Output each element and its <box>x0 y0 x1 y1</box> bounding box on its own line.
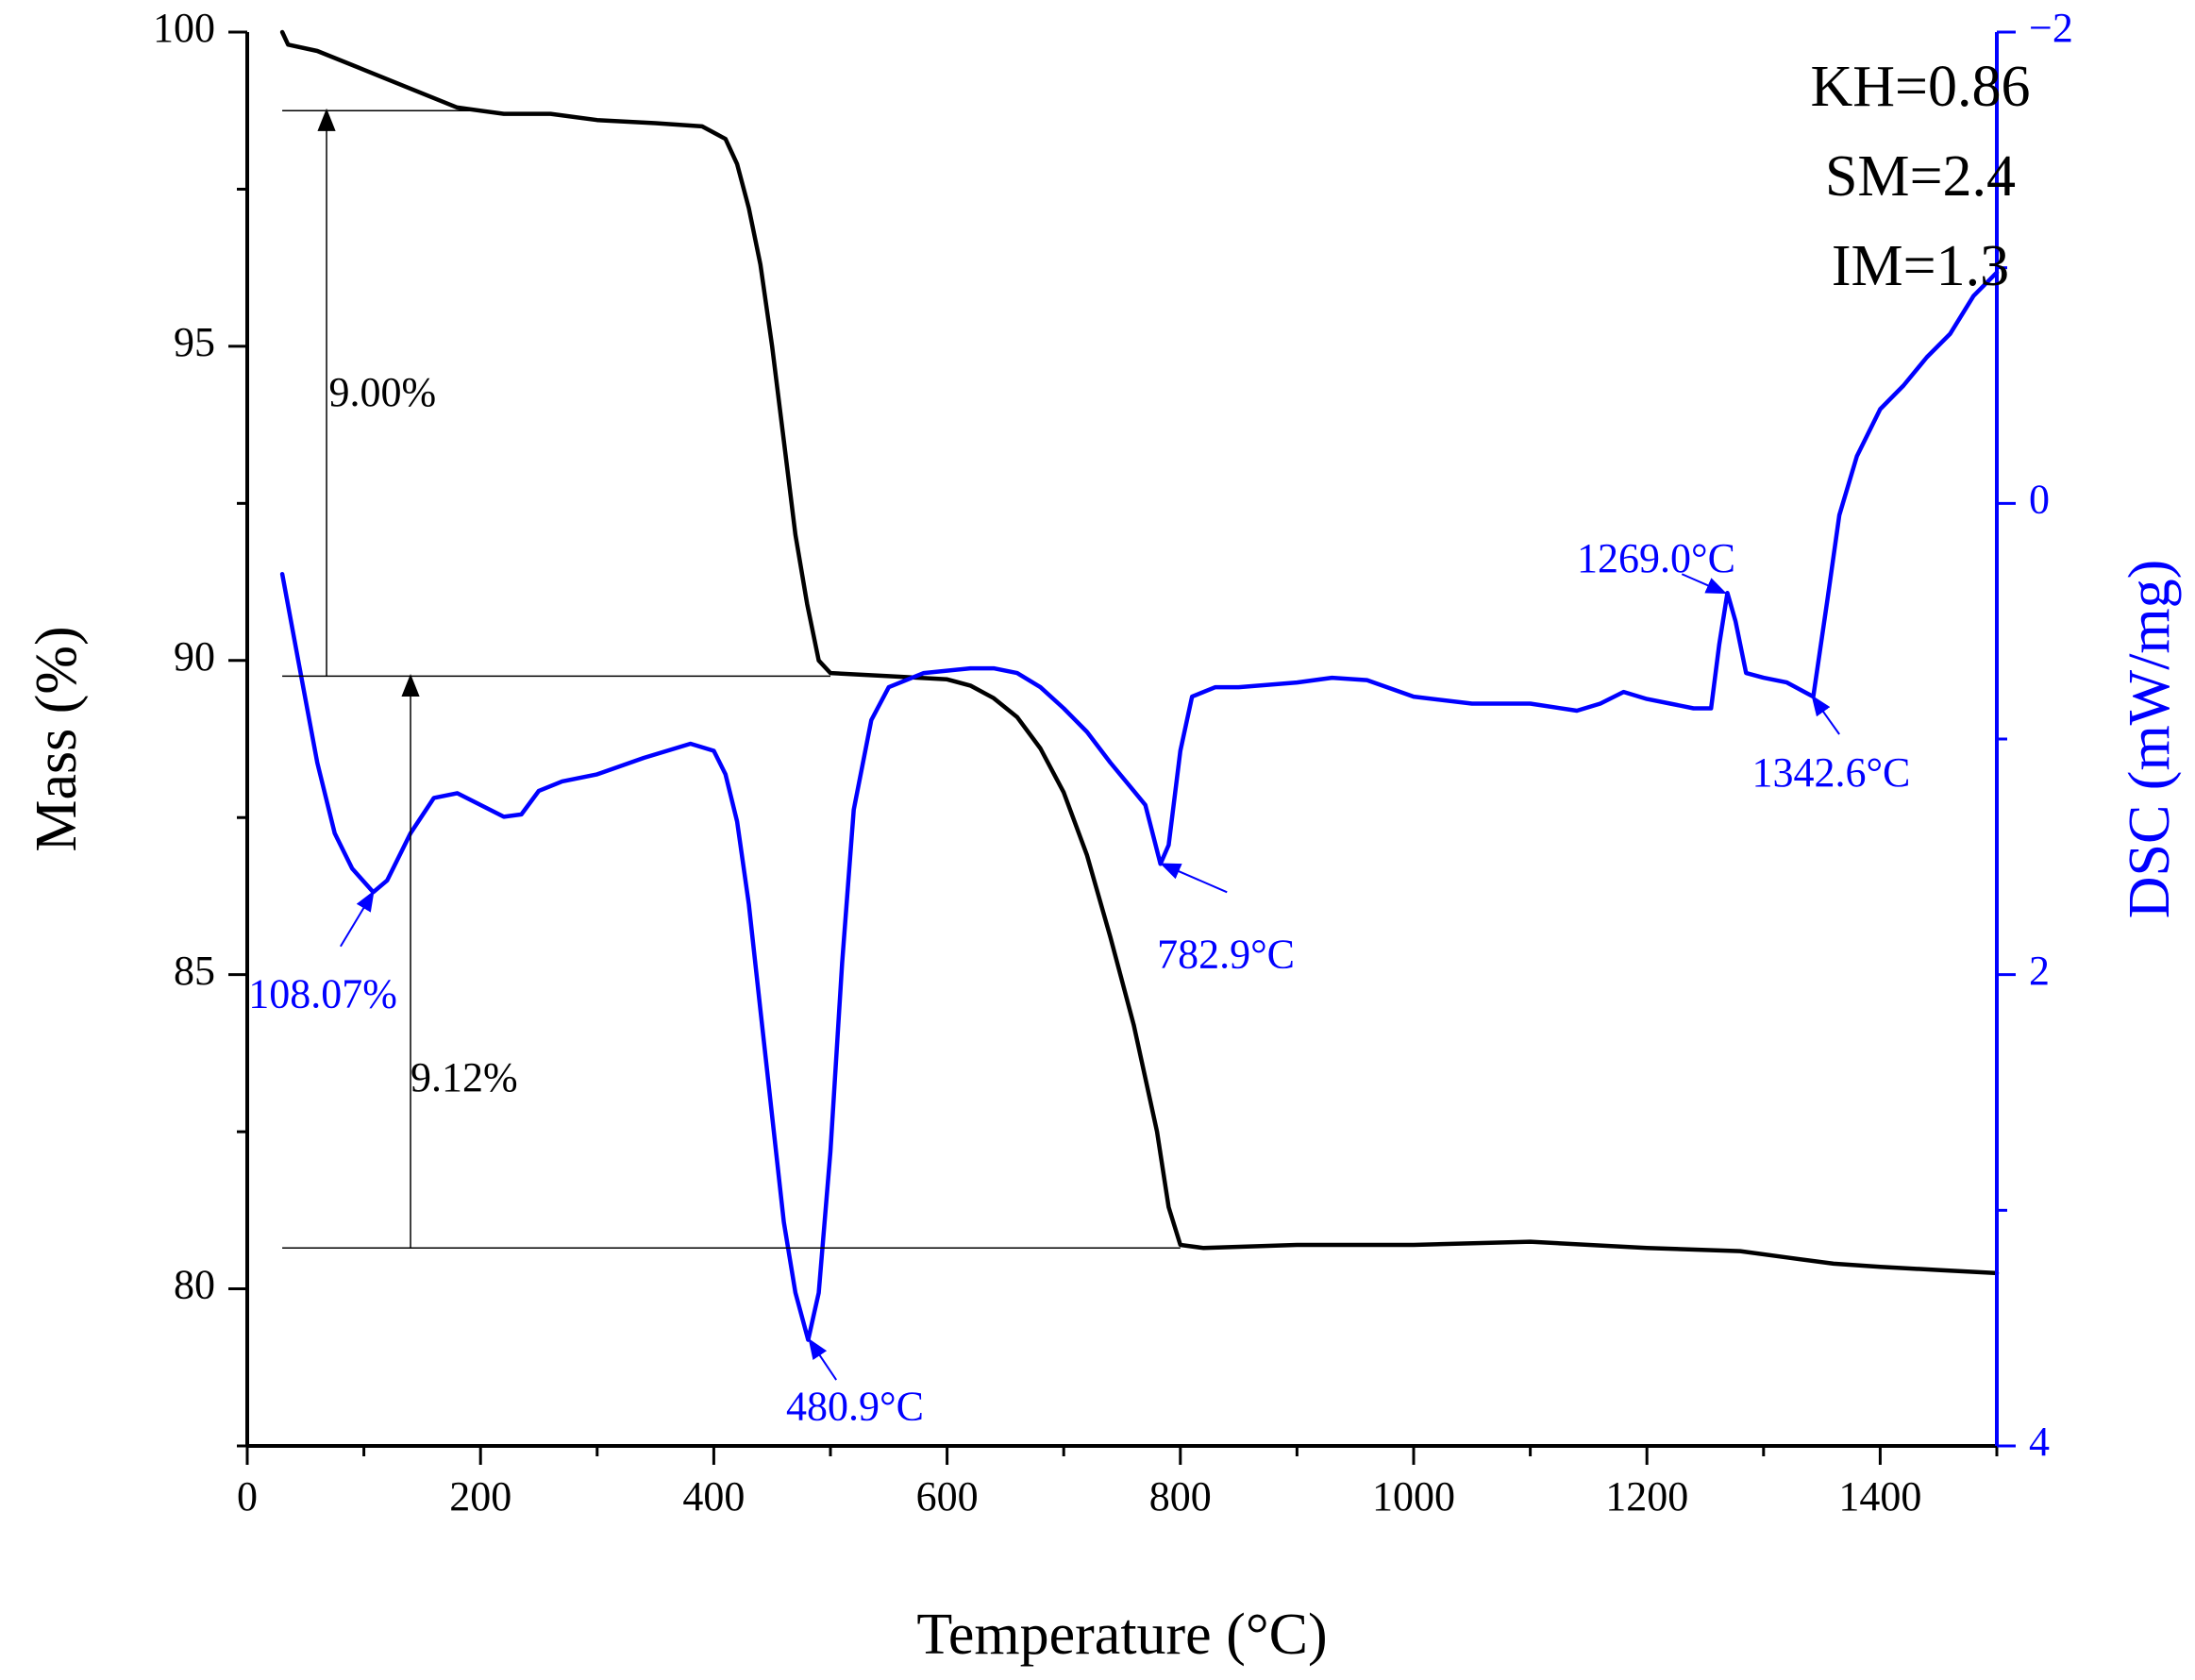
x-tick-label: 800 <box>1149 1473 1212 1520</box>
peak-arrow <box>1681 573 1728 595</box>
x-tick-label: 200 <box>449 1473 511 1520</box>
y-left-tick-label: 100 <box>153 5 215 51</box>
x-tick-label: 1000 <box>1372 1473 1455 1520</box>
x-tick-label: 1200 <box>1605 1473 1688 1520</box>
mass-loss-label: 9.12% <box>411 1054 518 1100</box>
y-right-tick-label: 4 <box>2029 1419 2050 1465</box>
parameters-layer: KH=0.86 SM=2.4 IM=1.3 <box>1810 55 2030 298</box>
peak-arrow <box>1160 863 1228 894</box>
y-right-tick-label: 0 <box>2029 476 2050 522</box>
y-left-tick-label: 90 <box>174 633 215 680</box>
axes-layer <box>245 32 1999 1448</box>
y-right-tick-label: −2 <box>2029 5 2073 51</box>
y-axis-left-title: Mass (%) <box>25 626 89 851</box>
peak-label: 1269.0°C <box>1577 535 1735 581</box>
y-right-tick-label: 2 <box>2029 948 2050 994</box>
x-tick-label: 0 <box>237 1473 258 1520</box>
peak-arrow <box>340 890 375 948</box>
y-axis-right-title: DSC (mW/mg) <box>2118 560 2182 919</box>
mass-loss-label: 9.00% <box>329 369 437 415</box>
dsc-series-line <box>279 270 2000 1342</box>
y-left-tick-label: 95 <box>174 319 215 365</box>
parameter-label: SM=2.4 <box>1825 144 2016 209</box>
peak-label: 1342.6°C <box>1751 749 1910 796</box>
peak-arrow <box>808 1337 838 1381</box>
x-tick-label: 600 <box>916 1473 979 1520</box>
ticks-layer: 0 200 400 600 800 1000 1200 1400 80 85 90 95 100 −2 0 2… <box>153 5 2073 1520</box>
peak-arrow <box>1811 695 1840 735</box>
parameter-label: IM=1.3 <box>1832 234 2009 298</box>
peak-label: 782.9°C <box>1157 931 1295 977</box>
series-layer <box>279 29 2000 1342</box>
peak-label: 108.07% <box>248 971 397 1017</box>
mass-series-line <box>279 29 2000 1276</box>
y-left-tick-label: 85 <box>174 948 215 994</box>
x-tick-label: 400 <box>682 1473 745 1520</box>
x-axis-title: Temperature (°C) <box>916 1603 1327 1667</box>
peak-label: 480.9°C <box>786 1384 924 1430</box>
parameter-label: KH=0.86 <box>1810 55 2030 119</box>
x-tick-label: 1400 <box>1838 1473 1921 1520</box>
y-left-tick-label: 80 <box>174 1262 215 1308</box>
reference-lines-layer <box>282 108 1181 1250</box>
annotations-layer: 9.00% 9.12% 108.07% 480.9°C 782.9°C 1269.0°C 1… <box>248 369 1910 1429</box>
